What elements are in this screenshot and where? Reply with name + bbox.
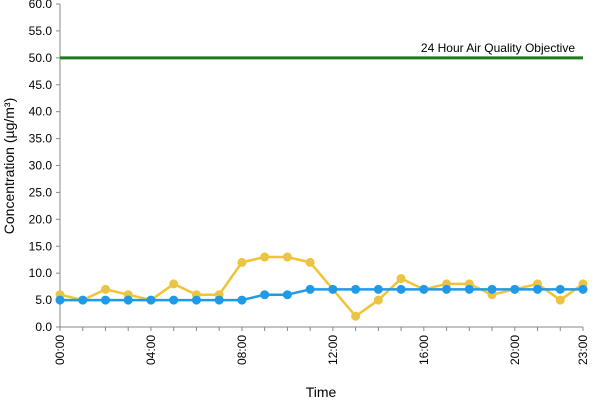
series-2-point: [260, 290, 270, 300]
y-tick-label: 50.0: [29, 51, 53, 65]
series-1-point: [282, 252, 292, 262]
series-2-point: [55, 295, 65, 305]
x-tick-label: 20:00: [508, 335, 522, 365]
series-2-point: [237, 295, 247, 305]
series-1-point: [100, 284, 110, 294]
air-quality-objective-label: 24 Hour Air Quality Objective: [421, 41, 575, 55]
x-axis-title: Time: [306, 384, 337, 400]
x-tick-label: 00:00: [53, 335, 67, 365]
series-2-point: [282, 290, 292, 300]
series-2-point: [78, 295, 88, 305]
series-2-point: [533, 284, 543, 294]
series-2-point: [464, 284, 474, 294]
y-tick-label: 20.0: [29, 212, 53, 226]
series-2-point: [169, 295, 179, 305]
series-2-point: [578, 284, 588, 294]
series-1-point: [373, 295, 383, 305]
series-2-point: [123, 295, 133, 305]
y-tick-label: 15.0: [29, 239, 53, 253]
series-2-point: [442, 284, 452, 294]
series-1-point: [305, 257, 315, 267]
reference-line-group: 24 Hour Air Quality Objective: [60, 41, 583, 60]
y-tick-label: 30.0: [29, 159, 53, 173]
series-1-point: [396, 274, 406, 284]
x-tick-label: 04:00: [144, 335, 158, 365]
x-tick-label: 08:00: [235, 335, 249, 365]
series-2-point: [373, 284, 383, 294]
y-tick-label: 60.0: [29, 0, 53, 11]
series-group: [55, 252, 588, 321]
y-axis-title: Concentration (µg/m³): [1, 98, 17, 234]
y-tick-label: 35.0: [29, 132, 53, 146]
series-1-point: [169, 279, 179, 289]
series-2-point: [555, 284, 565, 294]
y-tick-label: 25.0: [29, 185, 53, 199]
series-2-point: [396, 284, 406, 294]
series-1-point: [260, 252, 270, 262]
series-2-point: [328, 284, 338, 294]
y-tick-label: 5.0: [35, 293, 52, 307]
series-2-point: [191, 295, 201, 305]
series-1-point: [351, 311, 361, 321]
y-tick-label: 0.0: [35, 320, 52, 334]
series-2-point: [214, 295, 224, 305]
series-1-point: [555, 295, 565, 305]
x-tick-label: 23:00: [576, 335, 590, 365]
series-2-point: [487, 284, 497, 294]
series-2-point: [351, 284, 361, 294]
x-tick-label: 16:00: [417, 335, 431, 365]
y-tick-label: 55.0: [29, 24, 53, 38]
series-2-point: [510, 284, 520, 294]
y-tick-label: 45.0: [29, 78, 53, 92]
series-2-point: [146, 295, 156, 305]
series-1-point: [237, 257, 247, 267]
series-line-1: [59, 255, 584, 318]
series-2-point: [100, 295, 110, 305]
axes: 0.0 5.0 10.0 15.0 20.0 25.0 30.0 35.0 40.0 45.0 50…: [29, 0, 590, 365]
x-tick-label: 12:00: [326, 335, 340, 365]
series-2-point: [305, 284, 315, 294]
y-tick-label: 10.0: [29, 266, 53, 280]
y-tick-label: 40.0: [29, 105, 53, 119]
series-2-point: [419, 284, 429, 294]
